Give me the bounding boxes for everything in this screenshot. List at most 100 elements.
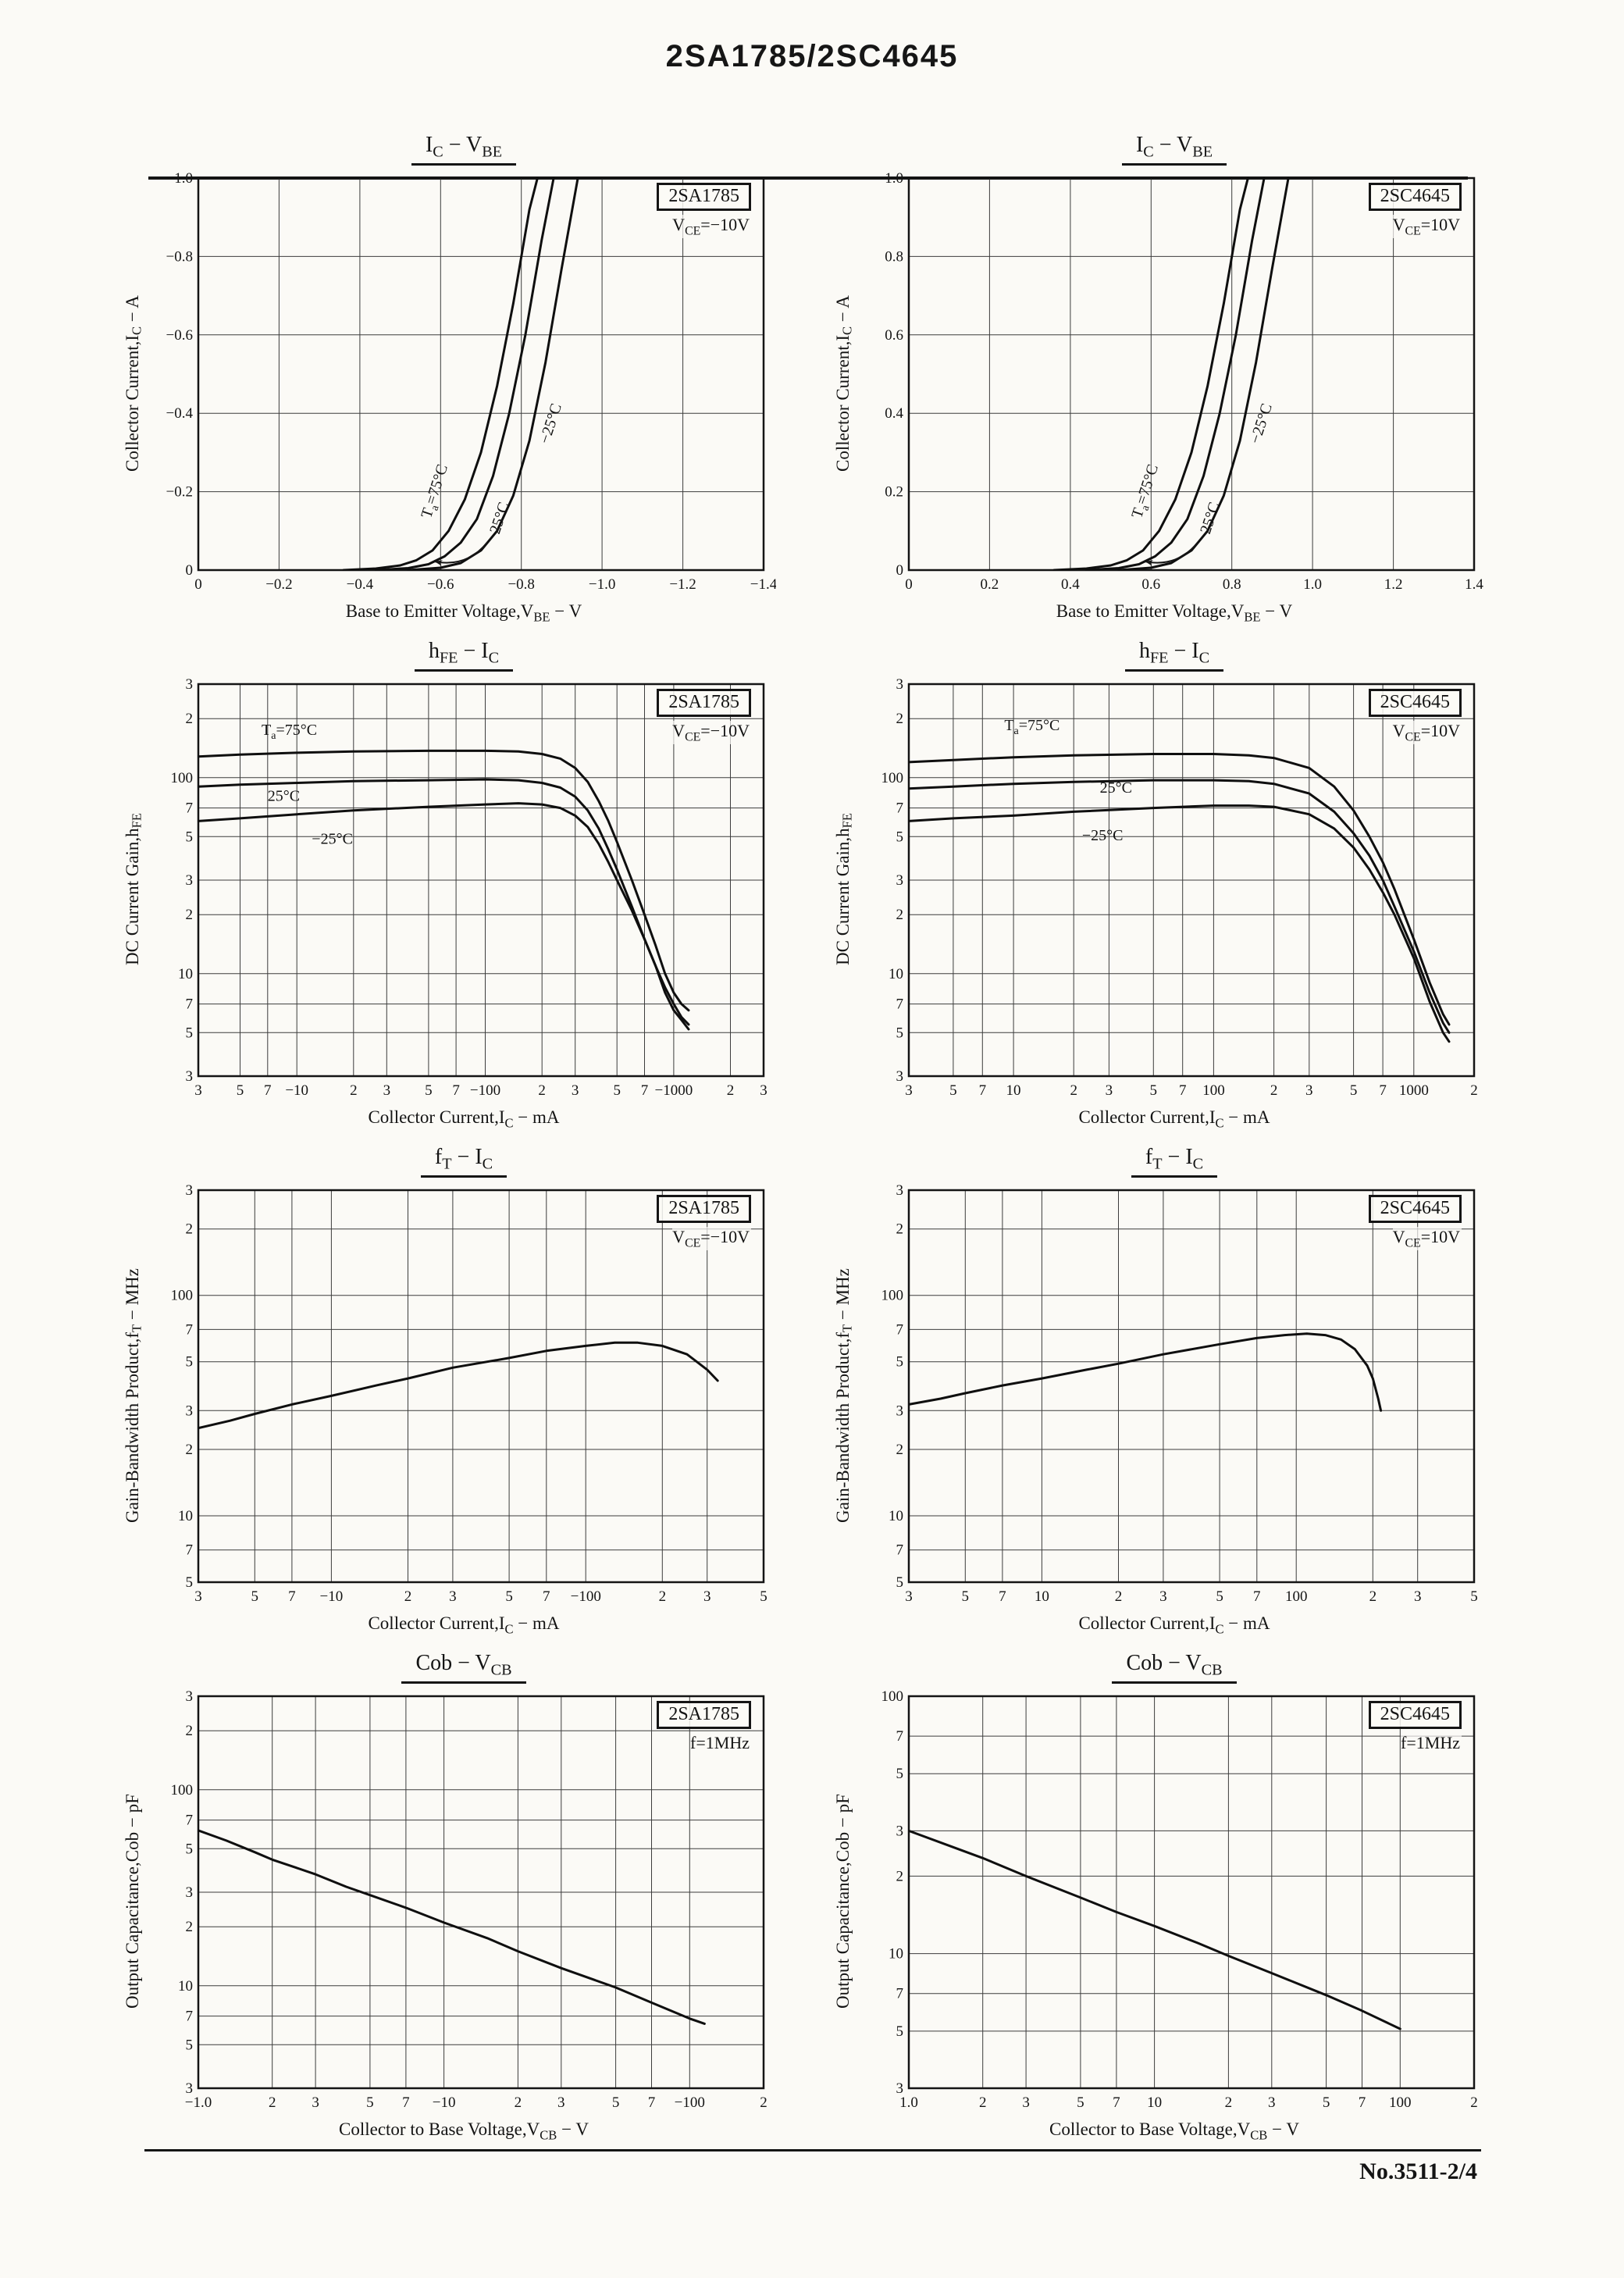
svg-text:0.8: 0.8 (885, 248, 903, 265)
svg-text:3: 3 (1268, 2094, 1276, 2111)
svg-text:3: 3 (186, 1403, 194, 1419)
svg-text:10: 10 (889, 1946, 903, 1963)
plot-area: 3 5 7 −10 2 3 5 7 −100 2 3 5 7 −1000 2 335710235710023T… (171, 676, 767, 1099)
svg-text:2: 2 (659, 1588, 667, 1605)
svg-text:−1.2: −1.2 (669, 576, 696, 593)
svg-text:7: 7 (264, 1082, 272, 1099)
tick-labels: −1.0 2 3 5 7 −10 2 3 5 7 −100 2 3 5 7 10 2 3 5 7 100 2 3 (171, 1688, 767, 2111)
svg-text:3: 3 (572, 1082, 579, 1099)
svg-text:−0.8: −0.8 (166, 248, 193, 265)
svg-text:2: 2 (1470, 2094, 1478, 2111)
svg-text:3: 3 (905, 1588, 913, 1605)
plot-wrap: 1.0 2 3 5 7 10 2 3 5 7 100 2 3 5 7 10 2 3 5 7 100 2SC4645 f=… (862, 1687, 1487, 2116)
curve-0-ta75c (342, 177, 539, 571)
y-axis-label: Collector Current,IC − A (123, 295, 144, 472)
annotation-label: Ta=75°C (262, 722, 317, 742)
plot-wrap: 3 5 7 10 2 3 5 7 100 2 3 5 5 7 10 2 3 5 7 100 2 3 2SC4645 VCE… (862, 1181, 1487, 1610)
svg-text:−0.4: −0.4 (347, 576, 374, 593)
condition-label: VCE=10V (1392, 721, 1462, 745)
svg-text:10: 10 (1006, 1082, 1021, 1099)
chart-title: fT − IC (1131, 1145, 1218, 1178)
svg-text:2: 2 (1470, 1082, 1478, 1099)
svg-text:2: 2 (186, 1221, 194, 1238)
svg-text:1.0: 1.0 (885, 170, 903, 187)
svg-text:7: 7 (186, 1813, 194, 1829)
x-axis-label: Collector to Base Voltage,VCB − V (339, 2119, 589, 2143)
plot-frame (907, 1695, 1476, 2090)
device-label: 2SA1785 (657, 1701, 751, 1729)
svg-text:5: 5 (760, 1588, 767, 1605)
svg-text:10: 10 (1035, 1588, 1049, 1605)
curve-0-ta75c (908, 753, 1451, 1026)
svg-text:2: 2 (350, 1082, 358, 1099)
svg-text:7: 7 (452, 1082, 460, 1099)
charts-grid: IC − VBE Collector Current,IC − A 0 −0.2 −… (116, 133, 1513, 2159)
svg-text:7: 7 (1113, 2094, 1120, 2111)
curve-2-25c (1117, 177, 1290, 571)
svg-text:−0.6: −0.6 (166, 327, 193, 344)
arrow-head (1145, 560, 1154, 566)
condition-label: f=1MHz (1401, 1733, 1462, 1753)
x-axis-label: Base to Emitter Voltage,VBE − V (345, 601, 582, 625)
svg-text:7: 7 (896, 996, 904, 1013)
plot-frame (907, 1189, 1476, 1584)
plot-frame (197, 1189, 765, 1584)
plot-wrap: 3 5 7 10 2 3 5 7 100 2 3 5 7 1000 2 3 5 7 10 2 3 5 7 100 2 3 Ta=75… (862, 675, 1487, 1104)
svg-text:3: 3 (1022, 2094, 1030, 2111)
svg-text:5: 5 (1150, 1082, 1158, 1099)
svg-text:3: 3 (1159, 1588, 1167, 1605)
svg-text:3: 3 (905, 1082, 913, 1099)
svg-text:0: 0 (896, 562, 904, 579)
chart-hfe-ic-2sc4645: hFE − IC DC Current Gain,hFE 3 5 7 10 2 3 5 7 10… (826, 639, 1513, 1146)
annotation-label: −25°C (1247, 401, 1276, 446)
chart-title-row: hFE − IC (862, 639, 1487, 675)
svg-text:7: 7 (896, 800, 904, 817)
plot-area: −1.0 2 3 5 7 −10 2 3 5 7 −100 2 3 5 7 10 2 3 5 7 100 2 3 (171, 1688, 767, 2111)
svg-text:7: 7 (402, 2094, 410, 2111)
series (198, 1829, 706, 2025)
svg-text:5: 5 (237, 1082, 244, 1099)
annotation-label: 25°C (486, 500, 513, 536)
plot-frame (907, 683, 1476, 1078)
svg-text:0.4: 0.4 (885, 405, 903, 422)
svg-text:7: 7 (979, 1082, 987, 1099)
svg-text:3: 3 (186, 872, 194, 889)
svg-text:5: 5 (896, 1574, 904, 1591)
svg-text:5: 5 (425, 1082, 433, 1099)
annotation-label: 25°C (268, 788, 300, 805)
svg-text:0.2: 0.2 (981, 576, 999, 593)
chart-title-row: fT − IC (862, 1145, 1487, 1181)
curve-1-25c (375, 177, 555, 571)
svg-text:−10: −10 (433, 2094, 456, 2111)
svg-text:−10: −10 (285, 1082, 308, 1099)
legend: 2SC4645 f=1MHz (1368, 1701, 1462, 1753)
y-axis-label: Gain-Bandwidth Product,fT − MHz (833, 1268, 855, 1523)
svg-text:2: 2 (404, 1588, 412, 1605)
chart-cob-vcb-2sa1785: Cob − VCB Output Capacitance,Cob − pF −1… (116, 1651, 803, 2159)
svg-text:3: 3 (896, 1403, 904, 1419)
plot-area: 0 0.2 0.4 0.6 0.8 1.0 1.2 1.400.20.40.60.81.0Ta… (885, 170, 1483, 593)
annotations: Ta=75°C 25°C −25°C (262, 722, 353, 847)
svg-text:2: 2 (538, 1082, 546, 1099)
chart-title: Cob − VCB (1112, 1651, 1237, 1684)
annotation-label: 25°C (1100, 779, 1132, 797)
svg-text:100: 100 (881, 1688, 904, 1705)
svg-text:3: 3 (186, 1884, 194, 1901)
svg-text:5: 5 (251, 1588, 259, 1605)
svg-text:100: 100 (881, 1288, 904, 1304)
plot-area: 0 −0.2 −0.4 −0.6 −0.8 −1.0 −1.2 −1.4 0 −0.2 −0.4 −0… (166, 170, 776, 593)
device-label: 2SA1785 (657, 183, 751, 211)
svg-text:3: 3 (760, 1082, 767, 1099)
curve-0-ft (908, 1332, 1383, 1412)
svg-text:2: 2 (1225, 2094, 1233, 2111)
svg-text:100: 100 (171, 1782, 194, 1799)
svg-text:3: 3 (896, 1068, 904, 1085)
page-number: No.3511-2/4 (1359, 2159, 1477, 2184)
svg-text:3: 3 (449, 1588, 457, 1605)
condition-label: f=1MHz (690, 1733, 751, 1753)
annotation-label: −25°C (312, 830, 353, 847)
device-label: 2SC4645 (1368, 689, 1462, 717)
svg-text:7: 7 (1179, 1082, 1187, 1099)
series (1052, 177, 1290, 571)
